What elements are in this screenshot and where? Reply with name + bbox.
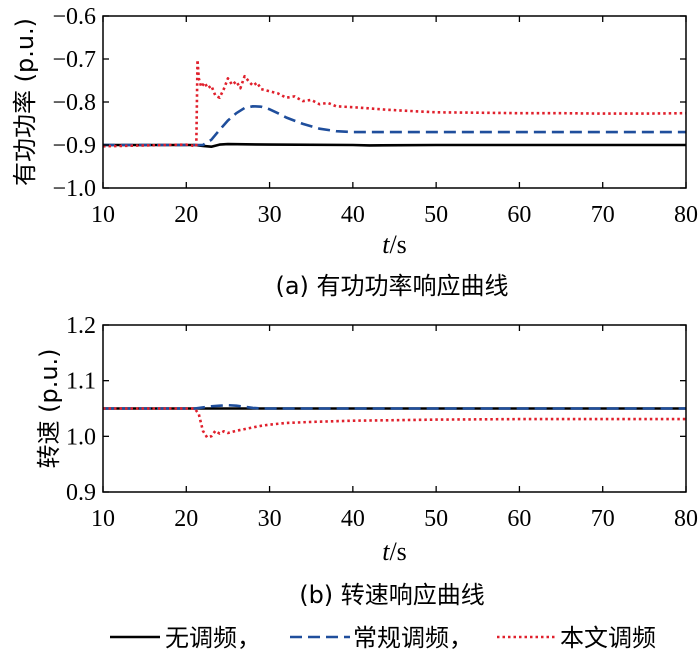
chart-a-ytick-label: −0.7 (52, 47, 96, 73)
legend-label-proposed: 本文调频 (560, 624, 656, 652)
chart-a-xtick-label: 70 (591, 202, 615, 228)
chart-a-xtick-label: 60 (507, 202, 531, 228)
chart-b-series-proposed (103, 407, 686, 439)
chart-b-xlabel-unit: /s (389, 537, 406, 566)
chart-a-ylabel: 有功功率 (p.u.) (11, 18, 39, 186)
chart-b-xtick-label: 30 (258, 506, 282, 532)
chart-a-xtick-label: 20 (174, 202, 198, 228)
chart-a-xlabel: t/s (382, 230, 407, 259)
chart-a-ytick-label: −0.6 (52, 4, 96, 30)
chart-b-xlabel: t/s (382, 537, 407, 566)
chart-b-xtick-label: 10 (91, 506, 115, 532)
legend-label-no-regulation: 无调频， (165, 624, 261, 652)
chart-b-xtick-label: 20 (174, 506, 198, 532)
chart-a-series-proposed (103, 58, 686, 148)
caption-a: (a) 有功功率响应曲线 (275, 272, 508, 300)
chart-b-ytick-label: 1.0 (66, 424, 96, 450)
chart-a-xlabel-var: t (382, 230, 390, 259)
chart-a-frame (102, 15, 687, 189)
legend: 无调频， 常规调频， 本文调频 (110, 624, 656, 652)
chart-a-ytick-label: −0.8 (52, 90, 96, 116)
chart-b-ytick-label: 0.9 (66, 480, 96, 506)
chart-a-xtick-label: 30 (258, 202, 282, 228)
chart-a-xtick-label: 40 (341, 202, 365, 228)
chart-b-ylabel: 转速 (p.u.) (35, 348, 63, 468)
chart-b-series-conventional (103, 403, 686, 410)
chart-b-ytick-label: 1.1 (66, 369, 96, 395)
chart-b-xtick-label: 60 (507, 506, 531, 532)
chart-rotor-speed: 10 20 30 40 50 60 70 80 0.9 1.0 1.1 1.2转速 (p.u.) t/s (35, 313, 698, 566)
chart-b-xtick-label: 70 (591, 506, 615, 532)
chart-a-series-no-regulation (103, 142, 686, 148)
chart-b-xtick-label: 50 (424, 506, 448, 532)
chart-a-ytick-label: −1.0 (52, 176, 96, 202)
chart-a-xtick-label: 10 (91, 202, 115, 228)
legend-label-conventional: 常规调频， (353, 624, 473, 652)
chart-a-xtick-label: 80 (674, 202, 698, 228)
chart-b-xtick-label: 80 (674, 506, 698, 532)
chart-a-xlabel-unit: /s (389, 230, 406, 259)
caption-b: (b) 转速响应曲线 (299, 581, 485, 609)
chart-b-frame (102, 324, 687, 493)
chart-a-xtick-label: 50 (424, 202, 448, 228)
chart-a-ytick-label: −0.9 (52, 133, 96, 159)
chart-b-ytick-label: 1.2 (66, 313, 96, 339)
chart-b-xlabel-var: t (382, 537, 390, 566)
chart-active-power: 10 20 30 40 50 60 70 80 −1.0 −0.9 −0.8 −0.7 −0.6 有功功率… (11, 4, 698, 259)
chart-a-series-conventional (103, 105, 686, 147)
chart-b-xtick-label: 40 (341, 506, 365, 532)
